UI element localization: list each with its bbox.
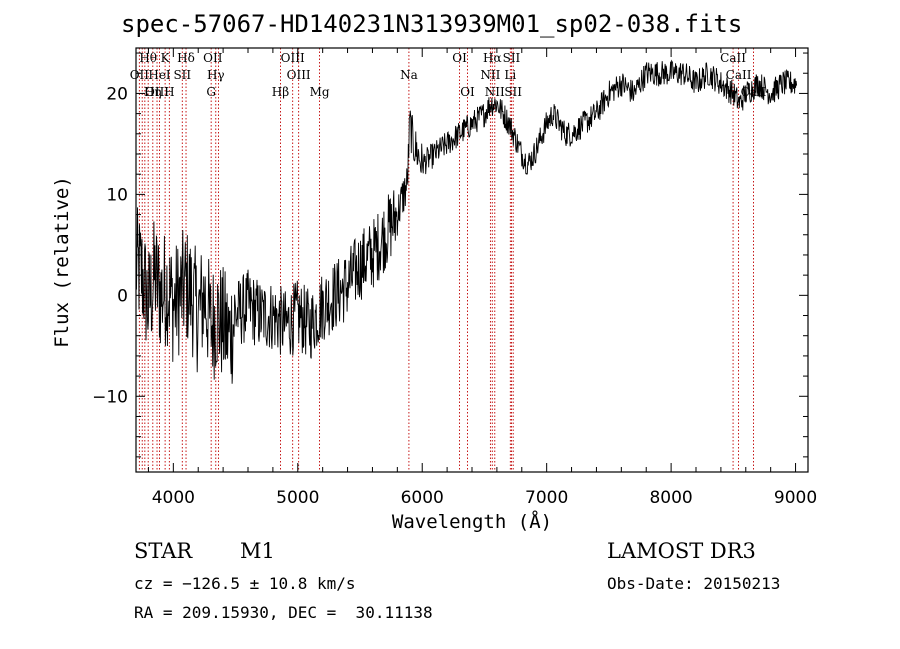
object-subclass: M1 <box>240 539 275 563</box>
x-tick-label: 5000 <box>276 488 319 508</box>
y-tick-label: 0 <box>117 286 128 306</box>
spectral-line-label: OIII <box>287 68 311 82</box>
spectral-line-label: CaII <box>726 68 752 82</box>
survey-name: LAMOST DR3 <box>607 539 756 563</box>
spectral-line-label: K <box>161 51 171 65</box>
redshift-cz: cz = −126.5 ± 10.8 km/s <box>134 574 356 593</box>
spectral-line-label: OI <box>460 85 475 99</box>
y-tick-label: 10 <box>106 185 128 205</box>
coordinates: RA = 209.15930, DEC = 30.11138 <box>134 603 433 622</box>
observation-date: Obs-Date: 20150213 <box>607 574 781 593</box>
spectral-line-label: OII <box>203 51 223 65</box>
spectral-line-label: SII <box>504 85 522 99</box>
spectrum-series <box>135 59 798 384</box>
spectral-line-label: Na <box>400 68 418 82</box>
x-tick-label: 8000 <box>649 488 692 508</box>
spectral-line-label: SII <box>173 68 191 82</box>
spectral-line-label: Hγ <box>207 68 225 82</box>
axis-tick-labels: 4000 5000 6000 7000 8000 9000 −10 0 10 20 <box>92 84 817 508</box>
y-tick-label: −10 <box>92 387 128 407</box>
spectral-line-label: Mg <box>310 85 330 99</box>
x-tick-label: 6000 <box>401 488 444 508</box>
spectral-line-label: Hη <box>144 85 162 99</box>
spectral-line-label: CaII <box>741 85 767 99</box>
x-axis-label: Wavelength (Å) <box>392 510 552 533</box>
spectral-line-label: NII <box>480 68 500 82</box>
y-tick-label: 20 <box>106 84 128 104</box>
spectral-line-label: OI <box>452 51 467 65</box>
x-tick-label: 4000 <box>152 488 195 508</box>
spectral-line-label: Hδ <box>177 51 195 65</box>
spectral-line-label: CaII <box>720 51 746 65</box>
spectral-line-label: Hθ <box>139 51 157 65</box>
spectral-line-label: Li <box>504 68 516 82</box>
x-tick-label: 9000 <box>774 488 817 508</box>
y-axis-label: Flux (relative) <box>51 176 73 348</box>
spectral-line-label: OIII <box>281 51 305 65</box>
x-tick-label: 7000 <box>525 488 568 508</box>
spectral-line-label: OIII <box>145 85 169 99</box>
chart-title: spec-57067-HD140231N313939M01_sp02-038.f… <box>121 10 743 38</box>
spectral-line-label: OII <box>130 68 150 82</box>
spectral-line-markers <box>138 48 754 472</box>
object-class: STAR <box>134 539 193 563</box>
spectral-line-label: G <box>206 85 216 99</box>
spectral-line-label: Hβ <box>272 85 289 99</box>
spectral-line-label: NII <box>485 85 505 99</box>
spectral-line-label: SII <box>503 51 521 65</box>
spectral-line-label: Hα <box>483 51 502 65</box>
axis-ticks <box>136 48 808 472</box>
plot-frame <box>135 47 809 473</box>
spectral-line-label: HeI <box>148 68 171 82</box>
spectrum-line <box>135 59 798 384</box>
spectral-line-label: H <box>164 85 174 99</box>
